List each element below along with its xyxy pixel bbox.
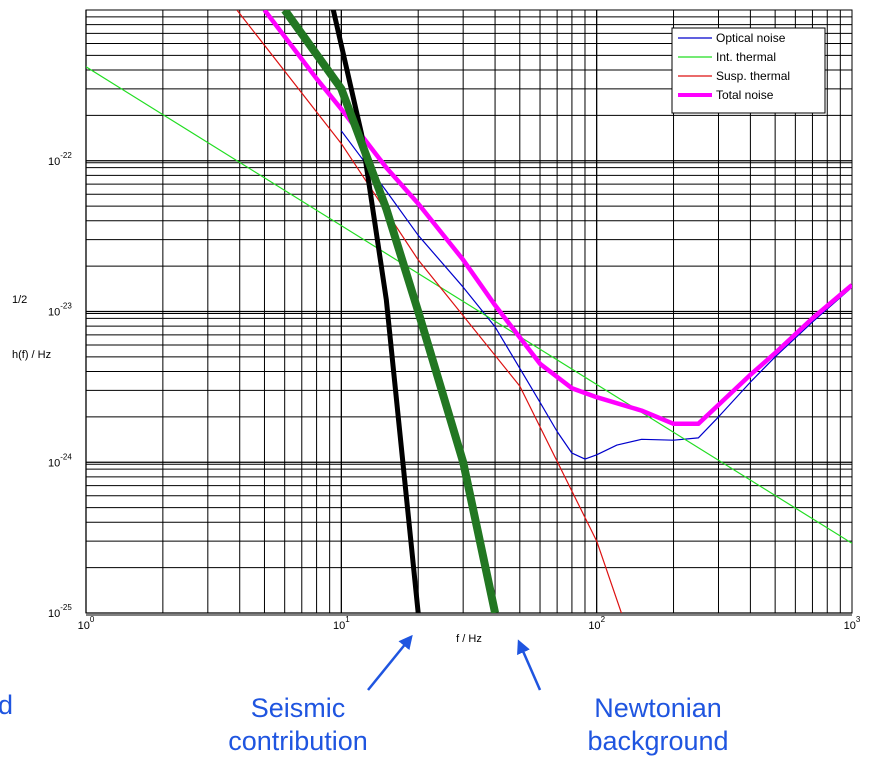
legend-label-int-thermal: Int. thermal	[716, 50, 776, 64]
y-tick-label: 10-24	[48, 452, 72, 469]
legend-label-total-noise: Total noise	[716, 88, 774, 102]
series-4-line	[330, 10, 421, 613]
cropped-left-text: d	[0, 690, 14, 720]
x-tick-label: 103	[844, 615, 861, 632]
legend: Optical noise Int. thermal Susp. thermal To…	[671, 27, 826, 114]
y-axis-label: h(f) / Hz	[12, 349, 51, 361]
x-tick-labels: 100 101 102 103	[78, 615, 861, 632]
series-5-line	[281, 10, 500, 613]
y-tick-label: 10-23	[48, 302, 72, 319]
optical-noise-line	[340, 130, 852, 460]
y-axis-label-superscript: 1/2	[12, 294, 27, 306]
total-noise-line	[262, 10, 852, 427]
seismic-annotation-line-2: contribution	[228, 726, 368, 756]
newtonian-arrow	[517, 639, 542, 691]
legend-label-susp-thermal: Susp. thermal	[716, 69, 790, 83]
newtonian-annotation: Newtonian background	[558, 692, 758, 758]
y-tick-label: 10-22	[48, 151, 72, 168]
y-tick-label: 10-25	[48, 603, 72, 620]
legend-box	[671, 27, 826, 114]
x-tick-label: 101	[333, 615, 350, 632]
seismic-annotation: Seismic contribution	[208, 692, 388, 758]
newtonian-annotation-line-2: background	[587, 726, 729, 756]
plot-frame	[85, 9, 853, 614]
x-tick-label: 102	[588, 615, 605, 632]
newtonian-annotation-line-1: Newtonian	[594, 693, 722, 723]
x-axis-label: f / Hz	[456, 633, 482, 645]
legend-label-optical-noise: Optical noise	[716, 31, 786, 45]
susp-thermal-line	[236, 10, 622, 613]
seismic-annotation-line-1: Seismic	[250, 693, 346, 723]
x-tick-label: 100	[78, 615, 95, 632]
y-tick-labels: 10-25 10-24 10-23 10-22	[48, 151, 72, 620]
seismic-arrow	[367, 634, 413, 691]
series-layer	[86, 10, 852, 613]
int-thermal-line	[86, 66, 852, 544]
